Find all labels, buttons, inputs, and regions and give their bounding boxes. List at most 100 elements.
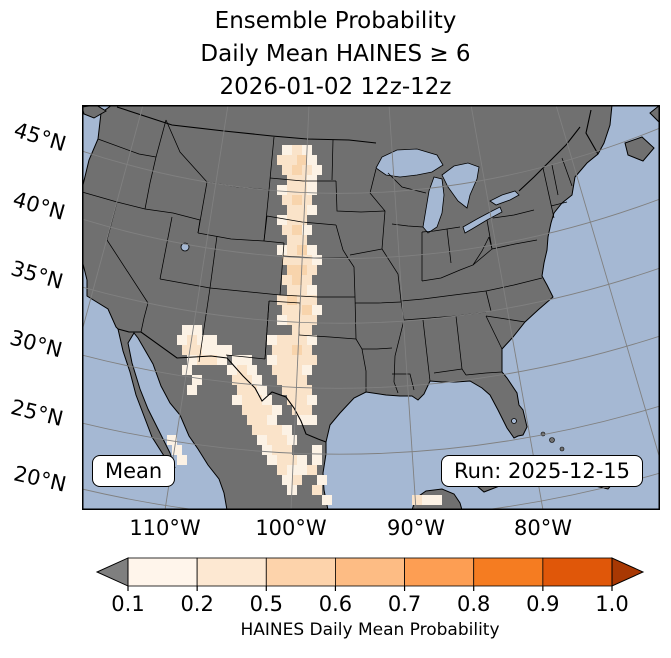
probability-cell (307, 465, 317, 475)
probability-cell (277, 245, 287, 255)
colorbar-tick-marks (127, 586, 613, 591)
probability-cell (247, 385, 257, 395)
probability-cell (287, 235, 297, 245)
probability-cell (307, 295, 317, 305)
probability-cell (312, 485, 322, 495)
colorbar-segment (542, 557, 613, 587)
probability-cell (192, 375, 202, 385)
probability-cell (287, 245, 297, 255)
probability-cell (297, 175, 307, 185)
probability-cell (307, 285, 317, 295)
probability-cell (287, 455, 297, 465)
landmass-north-america (82, 105, 613, 510)
probability-cell (262, 425, 272, 435)
probability-cell (277, 435, 287, 445)
colorbar-segment (265, 557, 336, 587)
meridian-70w (555, 105, 660, 460)
lon-tick-label: 90°W (387, 516, 445, 540)
lat-tick-label: 35°N (8, 256, 66, 294)
probability-cell (312, 455, 322, 465)
probability-cell (277, 465, 287, 475)
meridian-100w (290, 105, 310, 510)
probability-cell (287, 315, 297, 325)
statistic-badge: Mean (92, 455, 176, 488)
probability-cell (302, 305, 312, 315)
probability-cell (287, 185, 297, 195)
probability-cell (297, 235, 307, 245)
probability-cell (422, 495, 432, 505)
parallel-30n (82, 335, 660, 389)
lat-tick-label: 25°N (8, 394, 66, 432)
meridian-120w (82, 105, 144, 332)
probability-cell (307, 265, 317, 275)
colorbar-segment (404, 557, 475, 587)
probability-cell (297, 455, 307, 465)
probability-cell (257, 385, 267, 395)
probability-cell (272, 365, 282, 375)
probability-cell (322, 495, 332, 505)
lat-tick-label: 40°N (10, 187, 68, 225)
lat-tick-label: 45°N (11, 117, 69, 157)
probability-cell (292, 345, 302, 355)
probability-cell (297, 205, 307, 215)
meridian-80w (470, 105, 544, 510)
probability-cell (302, 365, 312, 375)
probability-cell (272, 345, 282, 355)
probability-cell (172, 445, 182, 455)
lake-ontario (489, 190, 520, 206)
probability-cell (202, 345, 212, 355)
meridian-110w (164, 105, 229, 510)
probability-cell (287, 205, 297, 215)
probability-cell (287, 335, 297, 345)
probability-cell (282, 255, 292, 265)
probability-cell (277, 315, 287, 325)
probability-cell (302, 405, 312, 415)
probability-cell (307, 315, 317, 325)
map-canvas (82, 105, 660, 510)
probability-cell (297, 465, 307, 475)
graticule-gridlines (82, 105, 660, 510)
probability-cell (312, 255, 322, 265)
parallel-45n (82, 127, 660, 194)
map-axes (82, 105, 660, 510)
probability-cell (252, 395, 262, 405)
probability-cell (272, 445, 282, 455)
parallel-25n (82, 405, 660, 455)
probability-cell (262, 445, 272, 455)
colorbar-tick-label: 0.7 (387, 592, 422, 616)
probability-cell (237, 385, 247, 395)
probability-cell (282, 475, 292, 485)
probability-cell (272, 425, 282, 435)
probability-cell (302, 225, 312, 235)
probability-cell (277, 295, 287, 305)
probability-cell (297, 375, 307, 385)
probability-cell (282, 425, 292, 435)
probability-cell (227, 365, 237, 375)
lat-tick-label: 30°N (7, 325, 65, 363)
probability-cell (297, 335, 307, 345)
probability-cell (177, 455, 187, 465)
probability-cell (312, 305, 322, 315)
parallel-20n (82, 472, 660, 510)
colorbar (95, 557, 645, 591)
probability-cell (287, 395, 297, 405)
probability-cell (267, 415, 277, 425)
probability-cell (187, 335, 197, 345)
probability-cell (282, 165, 292, 175)
probability-cell (307, 245, 317, 255)
probability-cell (297, 395, 307, 405)
probability-cell (292, 475, 302, 485)
probability-cell (282, 305, 292, 315)
probability-cell (267, 435, 277, 445)
probability-cell (277, 455, 287, 465)
lon-tick-label: 80°W (514, 516, 572, 540)
probability-cell (287, 155, 297, 165)
probability-cell (302, 165, 312, 175)
probability-cell (302, 325, 312, 335)
probability-cell (432, 495, 442, 505)
probability-cell (252, 375, 262, 385)
probability-cell (292, 325, 302, 335)
probability-cell (167, 435, 177, 445)
probability-cell (257, 415, 267, 425)
probability-cell (302, 195, 312, 205)
